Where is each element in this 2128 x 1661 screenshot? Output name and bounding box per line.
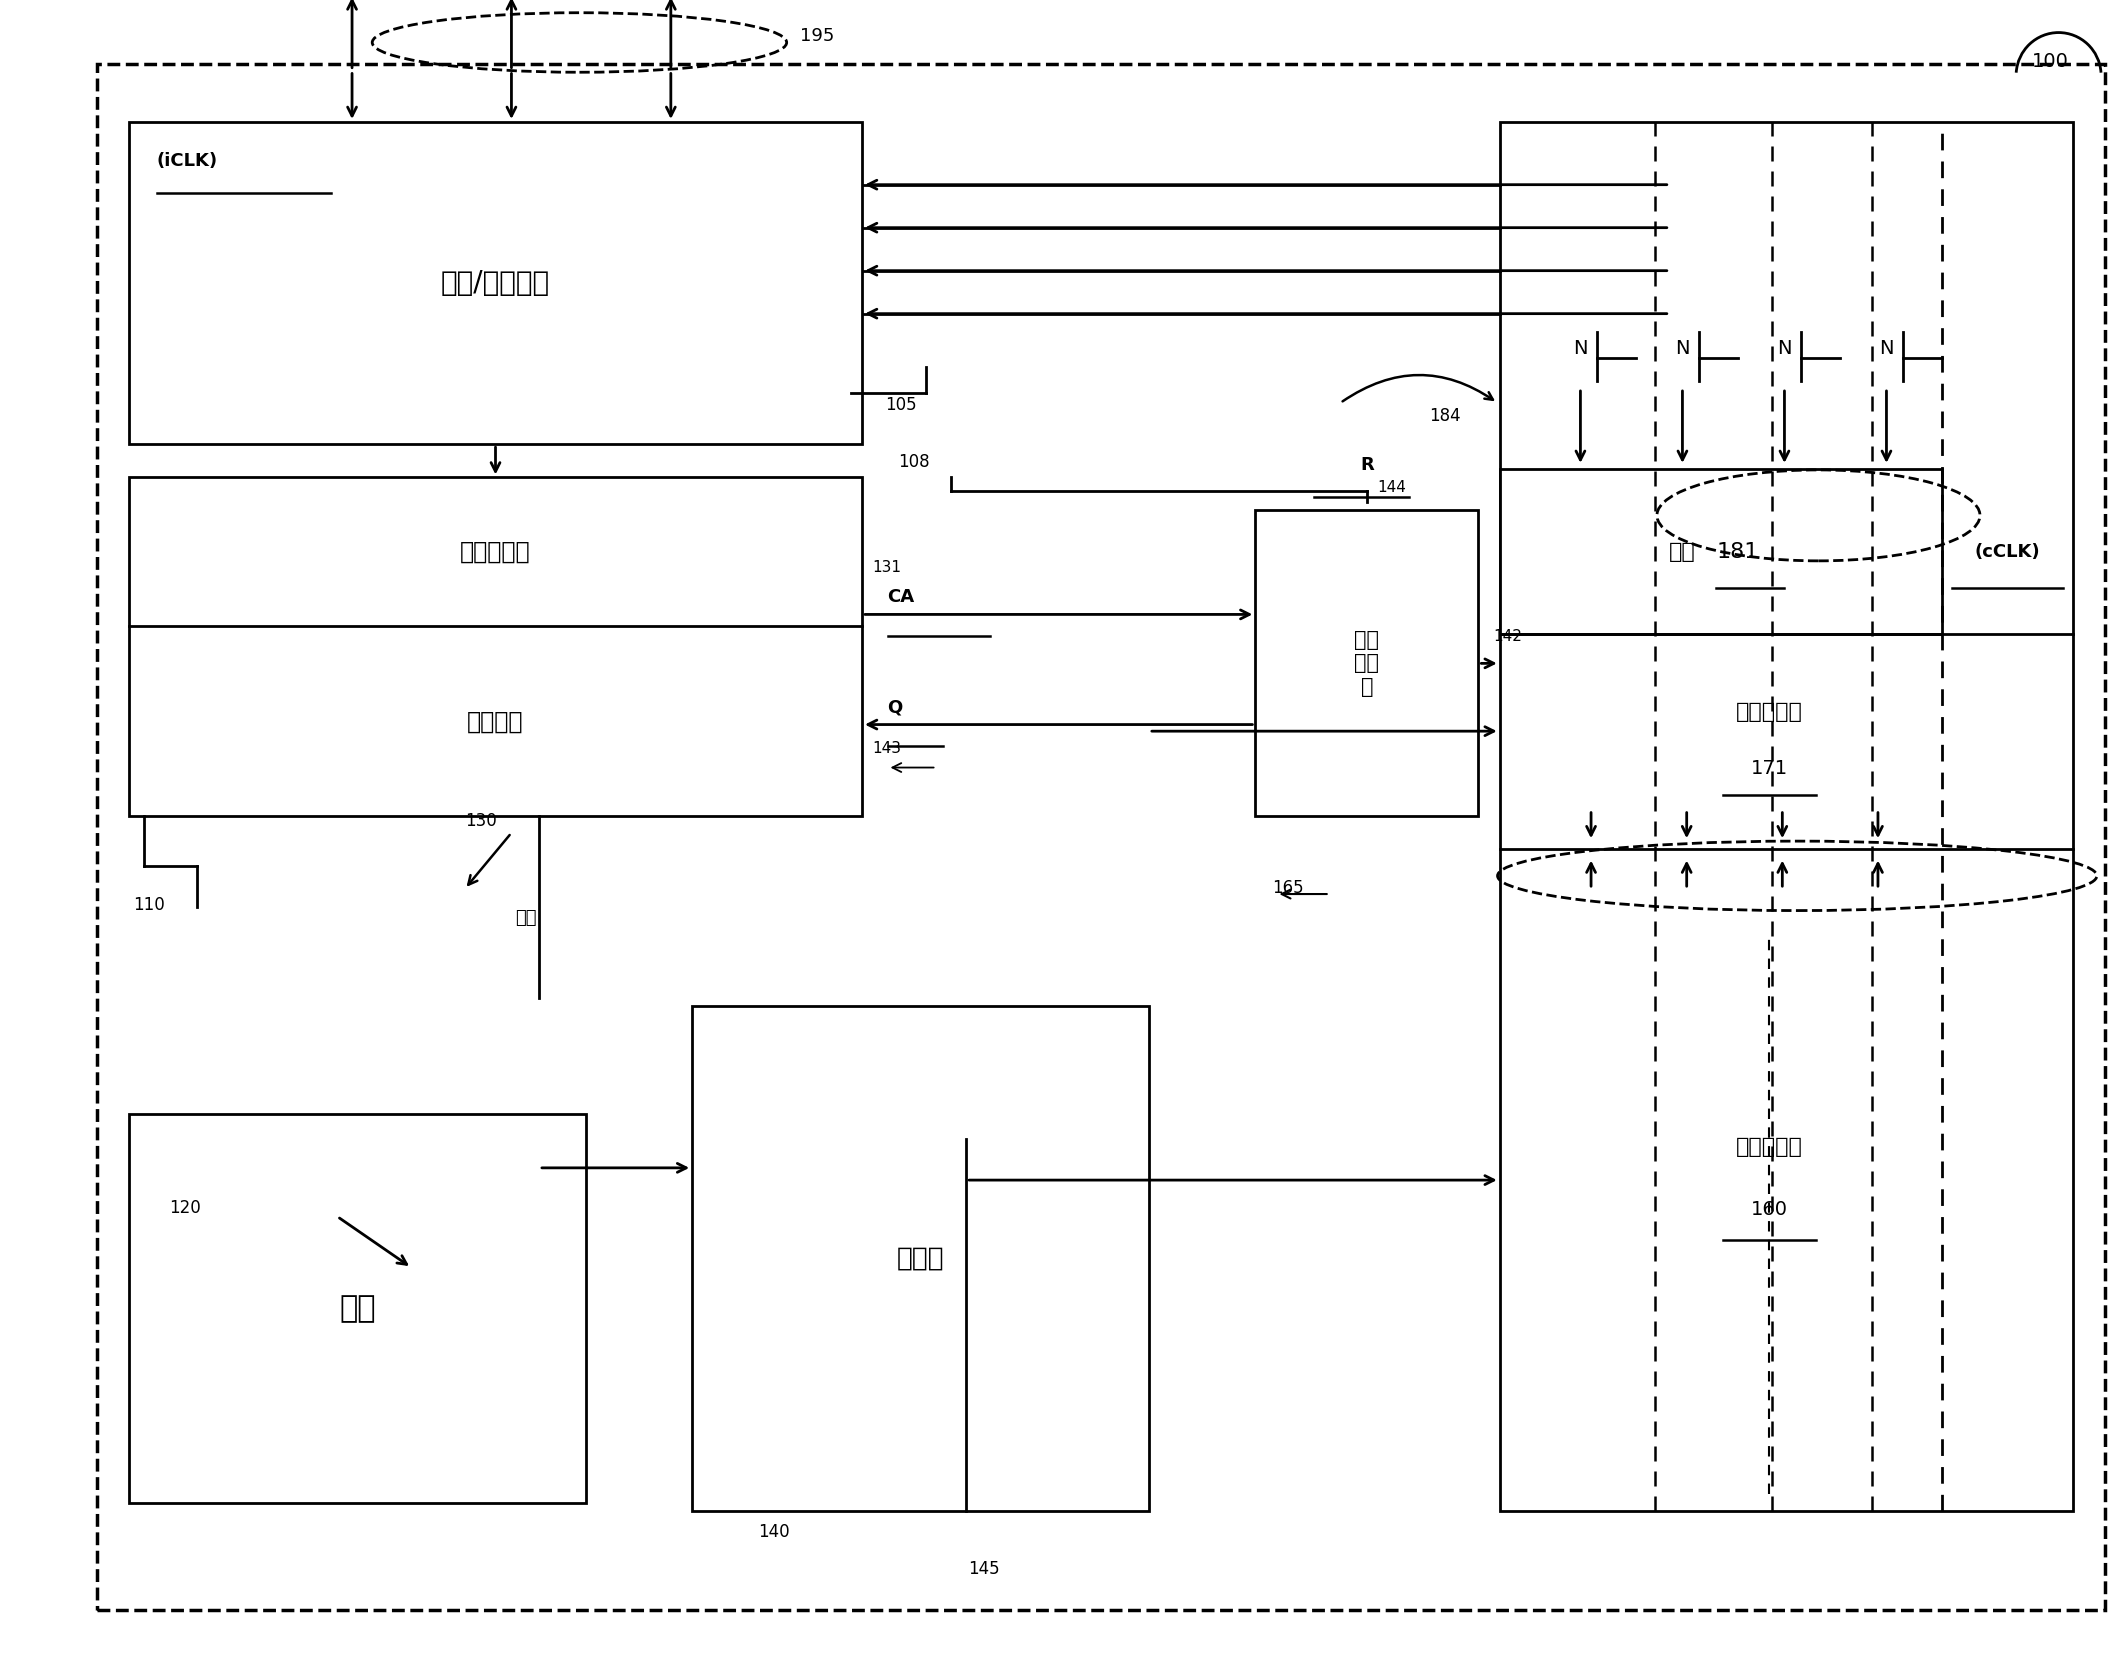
Text: N: N xyxy=(1573,339,1587,357)
Text: 地址: 地址 xyxy=(515,909,536,927)
Text: 143: 143 xyxy=(872,741,902,756)
Text: 131: 131 xyxy=(872,560,902,575)
Text: 快取: 快取 xyxy=(1668,541,1696,561)
Text: 184: 184 xyxy=(1430,407,1462,425)
Text: 存储器阵列: 存储器阵列 xyxy=(1736,1138,1802,1158)
Text: 140: 140 xyxy=(758,1523,789,1541)
Text: 区块: 区块 xyxy=(338,1294,377,1322)
Text: 142: 142 xyxy=(1494,628,1522,643)
Text: 120: 120 xyxy=(170,1199,200,1218)
Text: 195: 195 xyxy=(800,27,834,45)
FancyBboxPatch shape xyxy=(98,65,2105,1610)
Text: (cCLK): (cCLK) xyxy=(1975,543,2041,561)
Text: 105: 105 xyxy=(885,397,917,414)
Text: 130: 130 xyxy=(464,812,496,829)
Text: (iCLK): (iCLK) xyxy=(157,151,217,169)
Text: R: R xyxy=(1360,457,1375,473)
Text: 100: 100 xyxy=(2032,53,2068,71)
FancyBboxPatch shape xyxy=(1500,468,1941,635)
Text: 解码器: 解码器 xyxy=(896,1246,945,1272)
Text: 命令解码器: 命令解码器 xyxy=(460,540,530,565)
Text: 地址
除法
器: 地址 除法 器 xyxy=(1353,630,1379,696)
Text: 165: 165 xyxy=(1273,879,1304,897)
Text: 181: 181 xyxy=(1717,541,1760,561)
FancyBboxPatch shape xyxy=(1256,510,1479,816)
Text: 控制逻辑: 控制逻辑 xyxy=(468,709,523,734)
Text: 160: 160 xyxy=(1751,1201,1788,1219)
Text: 171: 171 xyxy=(1751,759,1788,777)
Text: CA: CA xyxy=(887,588,915,606)
Text: Q: Q xyxy=(887,698,902,716)
FancyBboxPatch shape xyxy=(1500,121,2073,1512)
Text: N: N xyxy=(1675,339,1690,357)
Text: 110: 110 xyxy=(134,895,164,914)
Text: 页面缓冲器: 页面缓冲器 xyxy=(1736,703,1802,723)
Text: N: N xyxy=(1879,339,1894,357)
Text: 输入/输出接口: 输入/输出接口 xyxy=(440,269,549,297)
FancyBboxPatch shape xyxy=(130,1115,585,1503)
Text: 145: 145 xyxy=(968,1560,1000,1578)
FancyBboxPatch shape xyxy=(130,121,862,443)
FancyBboxPatch shape xyxy=(692,1007,1149,1512)
FancyBboxPatch shape xyxy=(130,477,862,816)
Text: 108: 108 xyxy=(898,453,930,472)
Text: N: N xyxy=(1777,339,1792,357)
Text: 144: 144 xyxy=(1377,480,1407,495)
